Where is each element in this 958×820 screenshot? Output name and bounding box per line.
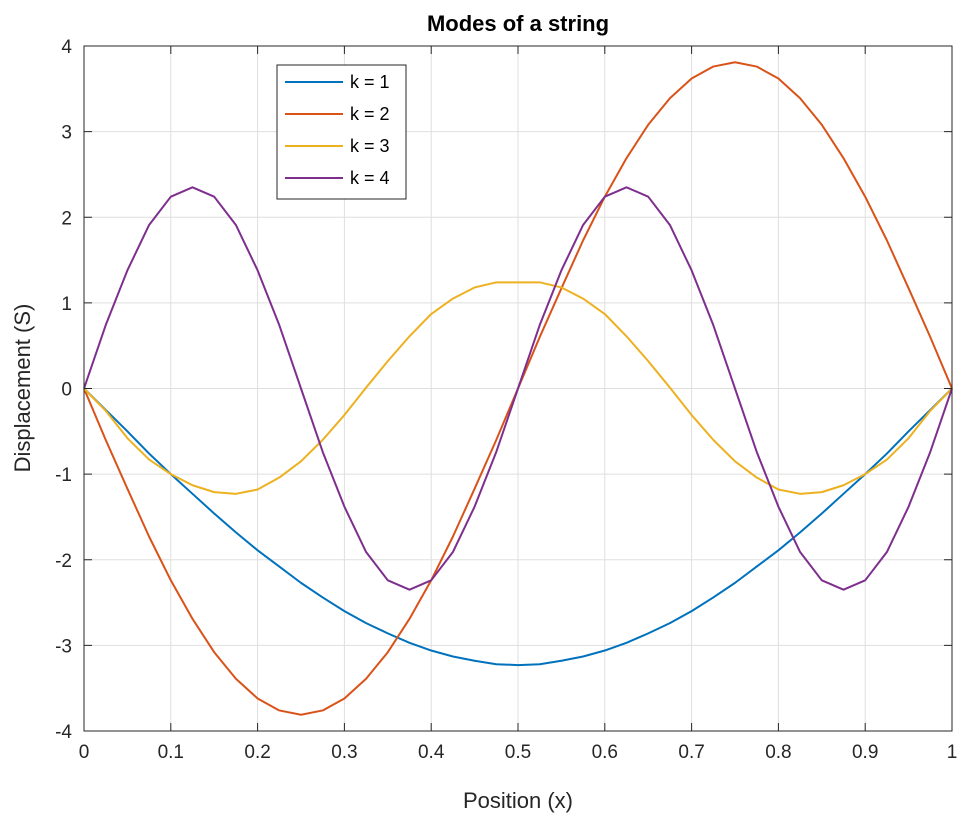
x-tick-label: 0.2 [244, 742, 270, 763]
x-tick-label: 0.6 [592, 742, 618, 763]
y-tick-label: 3 [61, 123, 72, 144]
legend-box [276, 64, 407, 200]
y-tick-label: -1 [55, 465, 72, 486]
x-tick-label: 1 [947, 742, 958, 763]
series-group [83, 61, 953, 716]
y-tick-label: 4 [61, 37, 72, 58]
y-tick-label: 2 [61, 208, 72, 229]
chart-title: Modes of a string [427, 11, 609, 36]
grid [84, 46, 952, 731]
y-tick-label: 1 [61, 294, 72, 315]
x-tick-label: 0.3 [331, 742, 357, 763]
x-axis-title: Position (x) [463, 788, 573, 813]
tick-labels: 0 0.1 0.2 0.3 0.4 0.5 0.6 0.7 0.8 0.9 1 -4 -3 -2 -1 0 1 2… [55, 37, 957, 763]
x-tick-label: 0.1 [158, 742, 184, 763]
y-tick-label: 0 [61, 380, 72, 401]
y-tick-label: -2 [55, 551, 72, 572]
y-tick-label: -4 [55, 722, 72, 743]
y-axis-title: Displacement (S) [10, 304, 35, 473]
series-line-k1 [83, 387, 953, 667]
x-tick-label: 0.7 [678, 742, 704, 763]
legend-label: k = 2 [350, 104, 390, 124]
x-tick-label: 0.8 [765, 742, 791, 763]
legend-label: k = 1 [350, 72, 390, 92]
x-tick-label: 0.5 [505, 742, 531, 763]
legend-entries: k = 1 k = 2 k = 3 k = 4 [285, 72, 390, 188]
legend-label: k = 4 [350, 168, 390, 188]
x-tick-label: 0.9 [852, 742, 878, 763]
legend: k = 1 k = 2 k = 3 k = 4 [276, 64, 407, 200]
x-tick-label: 0.4 [418, 742, 445, 763]
series-line-k3 [83, 281, 953, 495]
series-line-k4 [83, 186, 953, 591]
ticks [83, 45, 953, 732]
legend-label: k = 3 [350, 136, 390, 156]
y-tick-label: -3 [55, 636, 72, 657]
x-tick-label: 0 [79, 742, 90, 763]
